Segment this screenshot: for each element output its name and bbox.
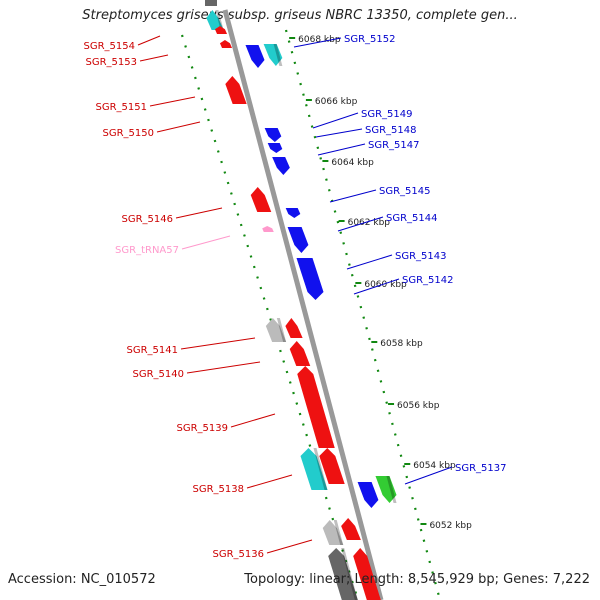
gene-label-right[interactable]: SGR_5149 <box>361 109 413 120</box>
leader-line <box>156 121 201 133</box>
gene-arrow[interactable] <box>319 448 345 484</box>
gene-label-right[interactable]: SGR_5144 <box>386 213 438 224</box>
gene-label-left[interactable]: SGR_5141 <box>127 345 179 356</box>
gene-label-right[interactable]: SGR_5148 <box>365 125 417 136</box>
accession-text: Accession: NC_010572 <box>8 572 156 587</box>
leader-line <box>404 466 453 485</box>
gene-arrow[interactable] <box>300 448 328 490</box>
gene-arrow[interactable] <box>219 40 233 48</box>
leader-line <box>315 128 363 138</box>
gene-arrow[interactable] <box>214 26 228 34</box>
gene-label-left[interactable]: SGR_5136 <box>213 549 265 560</box>
backbone-stub <box>205 0 217 6</box>
scale-label: 6054 kbp <box>413 461 456 471</box>
backbone-layer <box>205 0 384 600</box>
gene-shade <box>333 520 344 545</box>
gene-shade <box>313 448 328 490</box>
gene-shade <box>386 476 397 503</box>
leader-line <box>139 54 169 62</box>
page-title: Streptomyces griseus subsp. griseus NBRC… <box>82 8 518 23</box>
gene-label-right[interactable]: SGR_5147 <box>368 140 420 151</box>
leader-line <box>337 216 384 232</box>
gene-arrow[interactable] <box>357 482 379 508</box>
gene-label-left[interactable]: SGR_tRNA57 <box>115 245 179 256</box>
gene-shade <box>341 548 358 600</box>
gene-arrow[interactable] <box>262 226 274 232</box>
leader-line <box>346 254 393 270</box>
gene-label-right[interactable]: SGR_5143 <box>395 251 447 262</box>
leader-line <box>312 112 359 129</box>
gene-label-right[interactable]: SGR_5137 <box>455 463 507 474</box>
gene-arrow[interactable] <box>328 548 358 600</box>
leader-line <box>266 539 313 554</box>
gene-label-right[interactable]: SGR_5142 <box>402 275 454 286</box>
gene-label-left[interactable]: SGR_5151 <box>96 102 148 113</box>
gene-shade <box>273 44 283 66</box>
scale-label: 6064 kbp <box>331 158 374 168</box>
gene-arrow[interactable] <box>297 366 335 448</box>
leader-line <box>180 337 256 350</box>
topology-text: Topology: linear; Length: 8,545,929 bp; … <box>244 572 590 587</box>
gene-arrow[interactable] <box>375 476 397 503</box>
gene-label-right[interactable]: SGR_5152 <box>344 34 396 45</box>
scale-label: 6066 kbp <box>315 97 358 107</box>
gene-arrow[interactable] <box>287 227 309 253</box>
gene-label-left[interactable]: SGR_5150 <box>103 128 155 139</box>
leader-line <box>230 413 276 428</box>
gene-layer <box>206 10 397 600</box>
scale-label: 6056 kbp <box>397 401 440 411</box>
gene-label-left[interactable]: SGR_5146 <box>122 214 174 225</box>
gene-shade <box>276 318 287 342</box>
gene-arrow[interactable] <box>267 143 283 153</box>
gene-arrow[interactable] <box>341 518 361 540</box>
leader-line <box>246 474 293 489</box>
gene-arrow[interactable] <box>285 318 303 338</box>
gene-arrow[interactable] <box>353 548 381 600</box>
gene-label-left[interactable]: SGR_5138 <box>193 484 245 495</box>
gene-arrow[interactable] <box>225 76 247 104</box>
gene-label-left[interactable]: SGR_5139 <box>177 423 229 434</box>
scale-label: 6068 kbp <box>298 35 341 45</box>
gene-arrow[interactable] <box>250 187 272 212</box>
backbone-line <box>222 9 384 600</box>
gene-shade <box>215 10 224 30</box>
gene-label-left[interactable]: SGR_5140 <box>133 369 185 380</box>
gene-arrow[interactable] <box>264 128 282 142</box>
gene-arrow[interactable] <box>263 44 283 66</box>
leader-line <box>181 235 231 250</box>
leader-line <box>137 35 161 46</box>
leader-line <box>175 207 223 219</box>
gene-label-left[interactable]: SGR_5154 <box>84 41 136 52</box>
leader-line <box>149 96 196 107</box>
scale-label: 6060 kbp <box>364 280 407 290</box>
gene-arrow[interactable] <box>296 258 324 300</box>
leader-line <box>186 361 261 374</box>
leader-line <box>353 278 400 295</box>
leader-line <box>329 189 377 203</box>
gene-label-left[interactable]: SGR_5153 <box>86 57 138 68</box>
leader-line <box>317 143 366 156</box>
gene-arrow[interactable] <box>289 341 311 366</box>
gene-arrow[interactable] <box>285 208 301 218</box>
scale-label: 6062 kbp <box>348 218 391 228</box>
gene-arrow[interactable] <box>265 318 287 342</box>
gene-arrow[interactable] <box>206 10 224 30</box>
label-layer: 6068 kbp 6066 kbp 6064 kbp 6062 kbp 6060 kbp… <box>84 34 507 560</box>
gene-arrow[interactable] <box>272 157 290 175</box>
scale-line-left <box>180 34 360 600</box>
gene-arrow[interactable] <box>322 520 344 545</box>
leader-line <box>293 37 342 48</box>
gene-arrow[interactable] <box>245 45 265 68</box>
gene-label-right[interactable]: SGR_5145 <box>379 186 431 197</box>
scale-label: 6052 kbp <box>429 521 472 531</box>
scale-layer <box>180 29 442 600</box>
scale-label: 6058 kbp <box>380 339 423 349</box>
